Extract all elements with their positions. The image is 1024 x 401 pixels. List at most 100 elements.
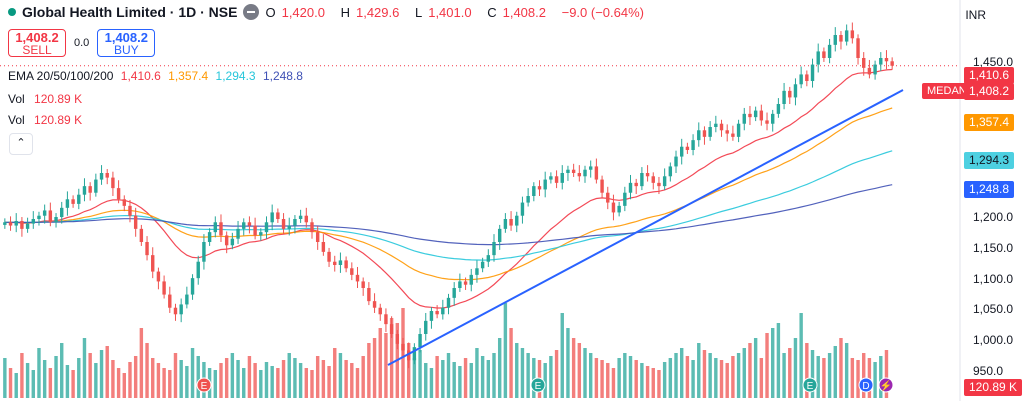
- volume-bar: [116, 368, 121, 398]
- buy-button[interactable]: 1,408.2 BUY: [97, 29, 156, 57]
- volume-bar: [776, 323, 781, 398]
- volume-bar: [253, 363, 257, 398]
- candle: [88, 186, 92, 193]
- spread-value: 0.0: [74, 37, 90, 49]
- volume-legend[interactable]: Vol 120.89 K: [8, 92, 83, 106]
- candle: [771, 113, 775, 124]
- candle: [173, 307, 178, 315]
- split-marker-icon[interactable]: ⚡: [878, 377, 894, 393]
- candle: [48, 210, 53, 223]
- earnings-marker-icon[interactable]: E: [802, 377, 818, 393]
- volume-bar: [219, 363, 223, 398]
- volume-bar: [532, 358, 536, 398]
- candle: [708, 127, 712, 137]
- ema200-price-tag: 1,248.8: [964, 181, 1015, 198]
- volume-bar: [361, 356, 365, 398]
- candle: [719, 123, 724, 131]
- ema200-line: [4, 184, 893, 246]
- volume-bar: [133, 356, 138, 398]
- candle: [25, 223, 30, 229]
- candle: [577, 173, 582, 177]
- candle: [606, 192, 610, 203]
- dividend-marker-icon[interactable]: D: [858, 377, 874, 393]
- volume-bar: [327, 366, 331, 398]
- candle: [367, 288, 371, 302]
- candle: [20, 220, 24, 229]
- candle: [560, 173, 564, 183]
- volume-bar: [844, 343, 849, 398]
- candle: [839, 35, 843, 42]
- volume-bar: [691, 360, 695, 398]
- ema20-price-tag: 1,410.6: [964, 67, 1015, 84]
- candle: [424, 320, 428, 334]
- candle: [731, 133, 735, 137]
- volume-bar: [549, 356, 553, 398]
- ema50-price-tag: 1,357.4: [964, 114, 1015, 131]
- volume-bar: [492, 353, 496, 398]
- volume-bar: [293, 358, 297, 398]
- candle: [463, 281, 468, 285]
- volume-bar: [99, 350, 104, 398]
- volume-bar: [190, 348, 195, 398]
- volume-bar: [509, 328, 513, 398]
- candle: [287, 225, 291, 229]
- candle: [128, 205, 132, 216]
- volume-bar: [634, 360, 638, 398]
- last-price-tag: 1,408.2: [964, 83, 1015, 100]
- candle: [179, 304, 183, 315]
- volume-bar: [583, 348, 587, 398]
- volume-bar: [367, 343, 371, 398]
- volume-bar: [247, 356, 252, 398]
- candle: [822, 51, 826, 58]
- volume-bar: [145, 343, 149, 398]
- candle: [395, 334, 400, 344]
- volume-bar: [88, 353, 92, 398]
- svg-text:D: D: [862, 381, 869, 392]
- volume-bar: [862, 353, 866, 398]
- volume-bar: [315, 356, 320, 398]
- candle: [674, 156, 678, 167]
- candle: [890, 61, 894, 66]
- volume-bar: [162, 368, 166, 398]
- earnings-marker-icon[interactable]: E: [196, 377, 212, 393]
- candle: [355, 274, 360, 282]
- candle: [384, 314, 388, 325]
- candle: [611, 202, 616, 213]
- candle: [623, 192, 627, 206]
- volume-bar: [355, 368, 360, 398]
- sell-button[interactable]: 1,408.2 SELL: [8, 29, 66, 57]
- candle: [725, 130, 729, 134]
- earnings-marker-icon[interactable]: E: [530, 377, 546, 393]
- candle: [765, 120, 769, 124]
- volume-bar: [793, 338, 798, 398]
- candle: [344, 260, 348, 269]
- volume-legend[interactable]: Vol 120.89 K: [8, 113, 83, 127]
- volume-bar: [697, 343, 701, 398]
- candle: [509, 219, 513, 226]
- candle: [304, 215, 309, 223]
- change-value: −9.0 (−0.64%): [561, 4, 644, 20]
- candle: [532, 186, 536, 196]
- volume-bar: [151, 358, 155, 398]
- candle: [321, 242, 326, 252]
- volume-bar: [668, 358, 673, 398]
- volume-bar: [782, 353, 786, 398]
- currency-label[interactable]: INR: [965, 8, 986, 22]
- candle: [520, 202, 525, 216]
- symbol-title[interactable]: Global Health Limited · 1D · NSE: [22, 4, 238, 20]
- candle: [435, 311, 439, 315]
- candle: [116, 188, 121, 200]
- candle: [691, 140, 695, 150]
- volume-bar: [588, 353, 593, 398]
- volume-bar: [753, 338, 758, 398]
- candle: [31, 219, 35, 224]
- collapse-legend-button[interactable]: ⌃: [9, 133, 33, 155]
- volume-bar: [82, 338, 87, 398]
- candle: [492, 242, 496, 256]
- visibility-eye-icon[interactable]: [243, 4, 260, 20]
- ema-legend[interactable]: EMA 20/50/100/200 1,410.6 1,357.4 1,294.…: [8, 69, 303, 83]
- candle: [253, 225, 257, 236]
- candle: [14, 220, 18, 226]
- volume-bar: [759, 358, 764, 398]
